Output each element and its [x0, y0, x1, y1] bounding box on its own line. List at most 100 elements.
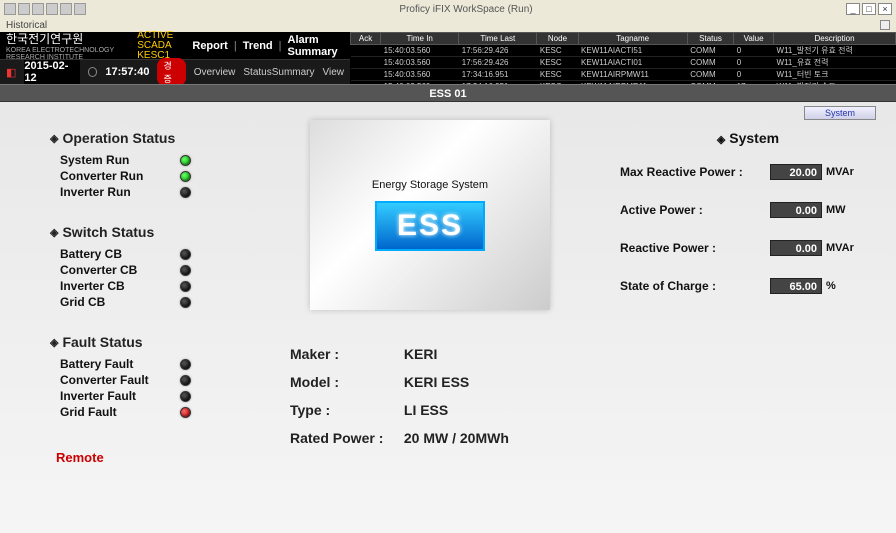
led-indicator: [180, 155, 191, 166]
event-cell: [351, 57, 381, 69]
main-content: System ◈ Operation Status System RunConv…: [0, 102, 896, 533]
event-cell: 17:56:29.426: [459, 45, 537, 57]
minimize-button[interactable]: _: [846, 3, 860, 15]
app-window: Proficy iFIX WorkSpace (Run) _ □ × Histo…: [0, 0, 896, 533]
event-cell: 0: [734, 69, 774, 81]
fault-status-row: Grid Fault: [50, 404, 280, 420]
fault-status-label: Inverter Fault: [60, 389, 180, 403]
event-col-header: Time In: [381, 33, 459, 45]
spec-label: Rated Power :: [290, 430, 400, 446]
event-row[interactable]: 15:40:03.56017:56:29.426KESCKEW11AIACTI0…: [351, 57, 896, 69]
toolbar-icon[interactable]: [74, 3, 86, 15]
event-cell: COMM: [687, 57, 733, 69]
led-indicator: [180, 281, 191, 292]
toolbar-icon[interactable]: [60, 3, 72, 15]
app-icon: [4, 3, 16, 15]
param-unit: MVAr: [826, 242, 854, 254]
led-indicator: [180, 265, 191, 276]
diamond-icon: ◈: [50, 226, 58, 239]
spec-value: KERI ESS: [404, 374, 469, 390]
param-value: 65.00: [770, 278, 822, 294]
titlebar-toolbar: [4, 3, 86, 15]
spec-rated-power: Rated Power : 20 MW / 20MWh: [290, 424, 509, 452]
param-label: State of Charge :: [620, 279, 770, 293]
maximize-button[interactable]: □: [862, 3, 876, 15]
event-cell: 17:56:29.426: [459, 57, 537, 69]
menu-historical[interactable]: Historical: [6, 20, 47, 31]
system-param-row: Reactive Power :0.00MVAr: [620, 240, 876, 256]
operation-status-row: Converter Run: [50, 168, 280, 184]
led-indicator: [180, 391, 191, 402]
ess-badge: ESS: [375, 201, 485, 251]
spec-label: Maker :: [290, 346, 400, 362]
diamond-icon: ◈: [717, 134, 725, 146]
spec-value: LI ESS: [404, 402, 448, 418]
switch-status-label: Grid CB: [60, 295, 180, 309]
alarm-indicator[interactable]: 경증: [157, 58, 185, 86]
system-button[interactable]: System: [804, 106, 876, 120]
org-logo: 한국전기연구원 KOREA ELECTROTECHNOLOGY RESEARCH…: [6, 30, 131, 61]
toolbar-icon[interactable]: [18, 3, 30, 15]
event-col-header: Ack: [351, 33, 381, 45]
nav-trend[interactable]: Trend: [243, 40, 273, 52]
section-label: System: [729, 130, 779, 146]
switch-status-title: ◈ Switch Status: [50, 224, 280, 240]
header-row-nav: 한국전기연구원 KOREA ELECTROTECHNOLOGY RESEARCH…: [0, 32, 350, 60]
close-button[interactable]: ×: [878, 3, 892, 15]
event-cell: KESC: [537, 69, 578, 81]
event-cell: KEW11AIRPMW11: [578, 69, 687, 81]
event-cell: KESC: [537, 45, 578, 57]
led-indicator: [180, 249, 191, 260]
scada-header: 한국전기연구원 KOREA ELECTROTECHNOLOGY RESEARCH…: [0, 32, 896, 84]
event-cell: W11_터빈 토크: [774, 69, 896, 81]
toolbar-icon[interactable]: [32, 3, 44, 15]
toolbar-icon[interactable]: [46, 3, 58, 15]
current-time: 17:57:40: [105, 66, 149, 78]
calendar-icon: ◧: [6, 66, 16, 79]
spec-value: KERI: [404, 346, 437, 362]
param-value: 20.00: [770, 164, 822, 180]
operation-status-label: Converter Run: [60, 169, 180, 183]
menubar-icon[interactable]: [880, 20, 890, 30]
system-section-title: ◈ System: [620, 130, 876, 146]
spec-label: Model :: [290, 374, 400, 390]
event-cell: COMM: [687, 69, 733, 81]
led-indicator: [180, 359, 191, 370]
event-col-header: Value: [734, 33, 774, 45]
switch-status-row: Converter CB: [50, 262, 280, 278]
diamond-icon: ◈: [50, 336, 58, 349]
header-row-status: ◧ 2015-02-12 17:57:40 경증 Overview Status…: [0, 60, 350, 84]
fault-status-row: Converter Fault: [50, 372, 280, 388]
nav-overview[interactable]: Overview: [194, 67, 236, 78]
event-cell: 17:34:16.951: [459, 69, 537, 81]
remote-label: Remote: [50, 420, 280, 465]
fault-status-row: Battery Fault: [50, 356, 280, 372]
section-label: Switch Status: [62, 224, 154, 240]
spec-model: Model : KERI ESS: [290, 368, 509, 396]
led-indicator: [180, 187, 191, 198]
event-cell: COMM: [687, 45, 733, 57]
param-label: Active Power :: [620, 203, 770, 217]
window-title: Proficy iFIX WorkSpace (Run): [86, 4, 846, 15]
event-col-header: Status: [687, 33, 733, 45]
param-unit: %: [826, 280, 836, 292]
event-row[interactable]: 15:40:03.56017:34:16.951KESCKEW11AIRPMW1…: [351, 69, 896, 81]
spec-block: Maker : KERI Model : KERI ESS Type : LI …: [280, 340, 509, 452]
event-col-header: Node: [537, 33, 578, 45]
fault-status-label: Converter Fault: [60, 373, 180, 387]
switch-status-label: Inverter CB: [60, 279, 180, 293]
param-value: 0.00: [770, 240, 822, 256]
event-row[interactable]: 15:40:03.56017:56:29.426KESCKEW11AIACTI5…: [351, 45, 896, 57]
menubar: Historical: [0, 18, 896, 32]
nav-report[interactable]: Report: [192, 40, 227, 52]
titlebar: Proficy iFIX WorkSpace (Run) _ □ ×: [0, 0, 896, 18]
event-cell: W11_발전기 유효 전력: [774, 45, 896, 57]
param-unit: MW: [826, 204, 846, 216]
spec-value: 20 MW / 20MWh: [404, 430, 509, 446]
nav-alarm-summary[interactable]: Alarm Summary: [288, 34, 345, 58]
nav-view[interactable]: View: [323, 67, 345, 78]
event-cell: 0: [734, 57, 774, 69]
nav-status-summary[interactable]: StatusSummary: [243, 67, 314, 78]
nav-sep: |: [279, 40, 282, 52]
left-panel: ◈ Operation Status System RunConverter R…: [50, 112, 280, 527]
